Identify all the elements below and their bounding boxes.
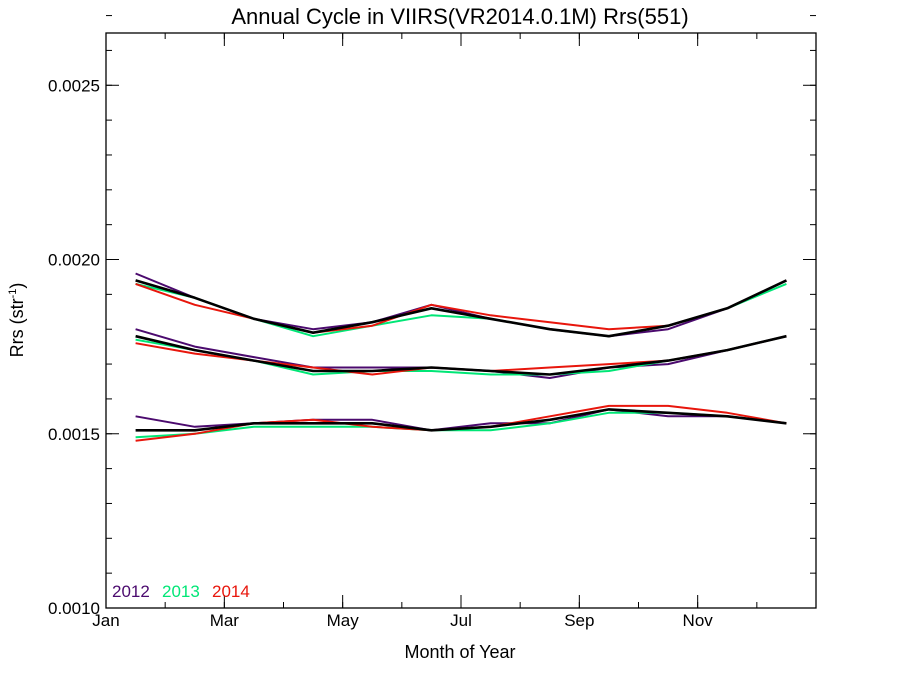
x-tick-label: Jan bbox=[92, 611, 119, 630]
legend-item-2012: 2012 bbox=[112, 582, 150, 601]
series-line-2012 bbox=[135, 328, 787, 379]
legend-item-2014: 2014 bbox=[212, 582, 250, 601]
y-tick-label: 0.0020 bbox=[48, 251, 100, 270]
x-tick-label: Jul bbox=[450, 611, 472, 630]
y-tick-label: 0.0025 bbox=[48, 76, 100, 95]
series-line-2014 bbox=[135, 279, 787, 334]
y-axis-label: Rrs (str-1) bbox=[7, 283, 27, 358]
series-line-2014 bbox=[135, 404, 787, 442]
x-tick-label: Nov bbox=[683, 611, 714, 630]
x-axis-label: Month of Year bbox=[404, 642, 515, 662]
plot-frame bbox=[105, 32, 817, 609]
series-line-2012 bbox=[135, 272, 787, 338]
series-line-mean bbox=[135, 279, 787, 338]
series-group-1 bbox=[135, 272, 787, 338]
x-tick-label: Mar bbox=[210, 611, 240, 630]
series-group-3 bbox=[135, 404, 787, 442]
y-axis-label-sup: -1 bbox=[7, 289, 19, 299]
tick-labels: Jan Mar May Jul Sep Nov 0.0010 0.0015 0.0020 0.00… bbox=[48, 76, 713, 630]
legend-item-2013: 2013 bbox=[162, 582, 200, 601]
series-layer bbox=[135, 272, 787, 442]
x-tick-label: Sep bbox=[564, 611, 594, 630]
legend: 2012 2013 2014 bbox=[112, 582, 250, 601]
series-line-mean bbox=[135, 408, 787, 432]
y-tick-label: 0.0015 bbox=[48, 425, 100, 444]
y-tick-label: 0.0010 bbox=[48, 599, 100, 618]
chart-title: Annual Cycle in VIIRS(VR2014.0.1M) Rrs(5… bbox=[231, 4, 688, 29]
x-tick-label: May bbox=[327, 611, 360, 630]
y-axis-label-main: Rrs (str bbox=[7, 298, 27, 357]
series-line-mean bbox=[135, 334, 787, 376]
series-group-2 bbox=[135, 328, 787, 379]
y-axis-label-close: ) bbox=[7, 283, 27, 289]
